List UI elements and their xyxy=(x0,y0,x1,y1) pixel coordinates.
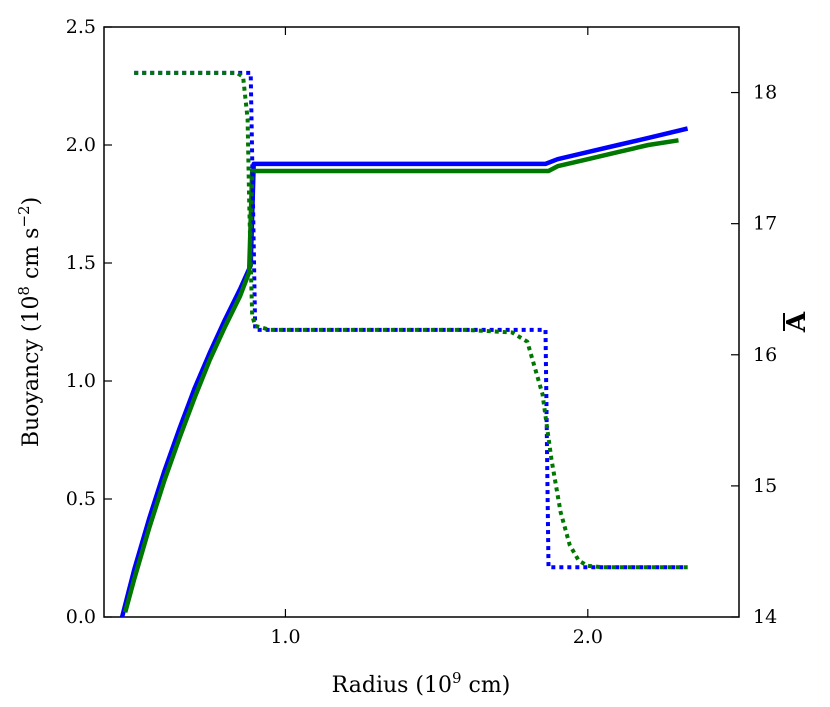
series-line-2-solid xyxy=(123,138,679,613)
y2-tick-label: 15 xyxy=(753,475,777,497)
y-tick-label: 2.0 xyxy=(66,134,96,156)
y2-axis-title-text: A xyxy=(782,311,812,333)
y2-tick-label: 17 xyxy=(753,213,777,235)
plot-frame xyxy=(103,26,740,618)
y-tick-label: 1.5 xyxy=(66,252,96,274)
y-tick-label: 2.5 xyxy=(66,16,96,38)
series-layer xyxy=(119,70,689,618)
y-tick-label: 0.0 xyxy=(66,606,96,628)
y2-tick-label: 18 xyxy=(753,82,777,104)
x-tick-label: 2.0 xyxy=(573,626,603,648)
x-tick-label: 1.0 xyxy=(270,626,300,648)
y2-axis-title: A xyxy=(782,311,812,333)
ticks-layer: 1.0 2.0 0.0 0.5 1.0 1.5 2.0 2.5 14 15 16 17 18 xyxy=(66,16,777,648)
series-line-1-solid xyxy=(119,126,689,618)
y2-tick-label: 14 xyxy=(753,606,777,628)
x-axis-title: Radius (109 cm) xyxy=(332,669,511,698)
y-axis-title: Buoyancy (108 cm s−2) xyxy=(15,197,44,447)
series-line-3-dotted xyxy=(134,70,688,570)
y-tick-label: 0.5 xyxy=(66,488,96,510)
series-line-4-dotted xyxy=(134,70,688,570)
y2-tick-label: 16 xyxy=(753,344,777,366)
y-tick-label: 1.0 xyxy=(66,370,96,392)
